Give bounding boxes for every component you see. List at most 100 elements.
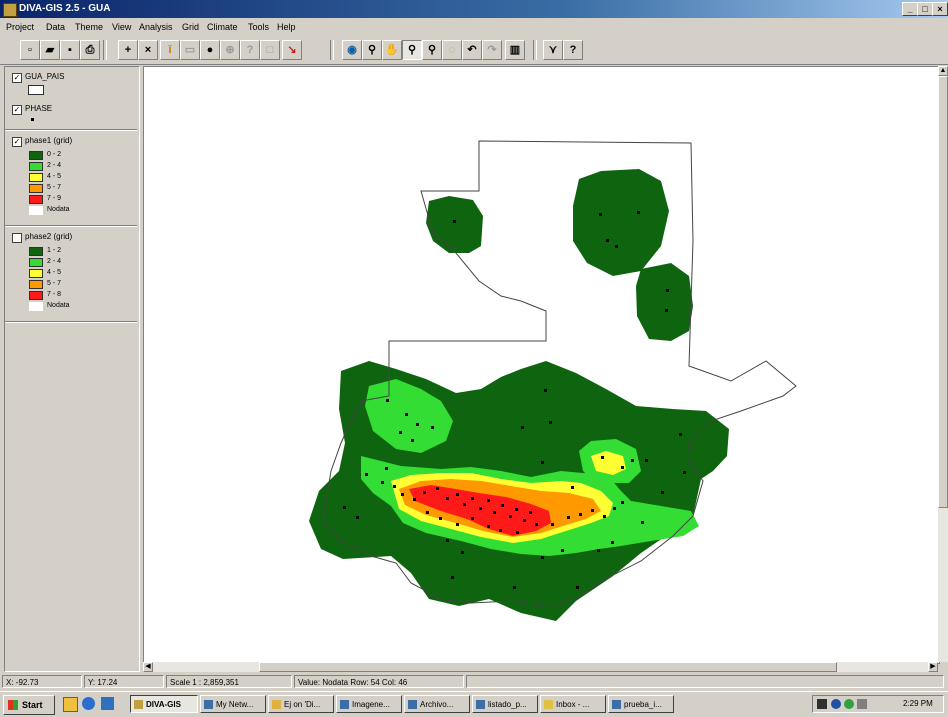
map-canvas[interactable] [143, 66, 940, 664]
table-icon[interactable]: ▭ [180, 40, 200, 60]
task-archivo[interactable]: Archivo... [404, 695, 470, 713]
scroll-right-arrow-icon[interactable]: ▶ [928, 662, 938, 672]
class-label: 7 - 8 [47, 291, 62, 298]
class-swatch [29, 173, 43, 182]
outline-swatch [28, 85, 44, 95]
tray-network-icon[interactable] [831, 699, 841, 709]
maximize-button[interactable]: □ [917, 2, 933, 16]
status-y-coordinate: Y: 17.24 [84, 675, 164, 688]
class-label: 0 - 2 [47, 151, 62, 158]
print-icon[interactable]: ⎙ [80, 40, 100, 60]
horizontal-scrollbar[interactable]: ◀ ▶ [143, 662, 938, 672]
zoom-tool-icon[interactable]: ⚲ [402, 40, 422, 60]
status-x-coordinate: X: -92.73 [2, 675, 82, 688]
scroll-up-arrow-icon[interactable]: ▲ [938, 66, 948, 76]
full-extent-globe-icon[interactable]: ◉ [342, 40, 362, 60]
save-project-icon[interactable]: ▪ [60, 40, 80, 60]
menu-help[interactable]: Help [277, 22, 296, 32]
class-label: 2 - 4 [47, 162, 62, 169]
layer-name-gua-pais: GUA_PAIS [25, 72, 65, 81]
menu-analysis[interactable]: Analysis [139, 22, 173, 32]
task-diva-gis[interactable]: DIVA-GIS [130, 695, 198, 713]
vertical-scroll-thumb[interactable] [938, 76, 948, 508]
task-label: listado_p... [488, 700, 527, 709]
show-desktop-icon[interactable] [63, 697, 78, 712]
class-swatch [29, 206, 43, 215]
menu-grid[interactable]: Grid [182, 22, 200, 32]
new-project-icon[interactable]: ▫ [20, 40, 40, 60]
class-swatch [29, 162, 43, 171]
start-button[interactable]: Start [3, 695, 55, 715]
class-swatch [29, 247, 43, 256]
help-icon[interactable]: ? [563, 40, 583, 60]
menu-theme[interactable]: Theme [75, 22, 104, 32]
layer-checkbox-phase[interactable]: ✓ [12, 105, 22, 115]
layout-icon[interactable]: ▥ [505, 40, 525, 60]
add-layer-icon[interactable]: + [118, 40, 138, 60]
close-button[interactable]: × [932, 2, 948, 16]
class-label: 7 - 9 [47, 195, 62, 202]
windows-logo-icon [8, 700, 18, 710]
remove-layer-icon[interactable]: × [138, 40, 158, 60]
outlook-icon[interactable] [101, 697, 114, 710]
scroll-left-arrow-icon[interactable]: ◀ [143, 662, 153, 672]
class-label: Nodata [47, 206, 70, 213]
tray-app-icon[interactable] [817, 699, 827, 709]
menu-bar: Project Data Theme View Analysis Grid Cl… [0, 19, 948, 35]
document-app-icon [612, 700, 621, 709]
zoom-in-icon[interactable]: ⚲ [362, 40, 382, 60]
menu-tools[interactable]: Tools [248, 22, 270, 32]
class-label: 2 - 4 [47, 258, 62, 265]
map-svg [309, 140, 797, 621]
task-prueba[interactable]: prueba_i... [608, 695, 674, 713]
menu-data[interactable]: Data [46, 22, 66, 32]
mail-app-icon [544, 700, 553, 709]
layer-checkbox-phase1[interactable]: ✓ [12, 137, 22, 147]
status-scale: Scale 1 : 2,859,351 [166, 675, 292, 688]
tray-clock: 2:29 PM [903, 699, 933, 708]
select-icon[interactable]: □ [260, 40, 280, 60]
layer-checkbox-phase2[interactable] [12, 233, 22, 243]
class-label: 5 - 7 [47, 184, 62, 191]
brush-icon[interactable]: ǐ [160, 40, 180, 60]
pan-hand-icon[interactable]: ✋ [382, 40, 402, 60]
task-explorer[interactable]: Ej on 'Di... [268, 695, 334, 713]
status-bar: X: -92.73 Y: 17.24 Scale 1 : 2,859,351 V… [0, 674, 948, 690]
clear-selection-icon[interactable]: ↘ [282, 40, 302, 60]
class-label: Nodata [47, 302, 70, 309]
filter-icon[interactable]: ⋎ [543, 40, 563, 60]
zoom-layer-icon[interactable]: ⊕ [220, 40, 240, 60]
app-icon [3, 3, 17, 17]
task-label: Ej on 'Di... [284, 700, 321, 709]
task-inbox[interactable]: Inbox - ... [540, 695, 606, 713]
class-label: 5 - 7 [47, 280, 62, 287]
menu-project[interactable]: Project [6, 22, 35, 32]
query-icon[interactable]: ? [240, 40, 260, 60]
info-icon[interactable]: ● [200, 40, 220, 60]
zoom-previous-icon[interactable]: ◌ [442, 40, 462, 60]
vertical-scrollbar[interactable]: ▲ [938, 66, 948, 662]
minimize-button[interactable]: _ [902, 2, 918, 16]
toolbar-separator [533, 40, 537, 60]
tray-globe-icon[interactable] [844, 699, 854, 709]
class-swatch [29, 258, 43, 267]
horizontal-scroll-thumb[interactable] [259, 662, 837, 672]
zoom-out-icon[interactable]: ⚲ [422, 40, 442, 60]
start-label: Start [22, 700, 43, 710]
menu-climate[interactable]: Climate [207, 22, 238, 32]
menu-view[interactable]: View [112, 22, 132, 32]
task-my-network[interactable]: My Netw... [200, 695, 266, 713]
open-project-icon[interactable]: ▰ [40, 40, 60, 60]
status-empty-panel [466, 675, 944, 688]
title-bar: DIVA-GIS 2.5 - GUA _ □ × [0, 0, 948, 18]
layer-checkbox-gua-pais[interactable]: ✓ [12, 73, 22, 83]
browser-icon[interactable] [82, 697, 95, 710]
redo-zoom-icon[interactable]: ↷ [482, 40, 502, 60]
task-imagenes[interactable]: Imagene... [336, 695, 402, 713]
tray-mail-icon[interactable] [857, 699, 867, 709]
legend-divider [5, 225, 137, 227]
class-swatch [29, 269, 43, 278]
legend-divider [5, 321, 137, 323]
undo-zoom-icon[interactable]: ↶ [462, 40, 482, 60]
task-listado[interactable]: listado_p... [472, 695, 538, 713]
